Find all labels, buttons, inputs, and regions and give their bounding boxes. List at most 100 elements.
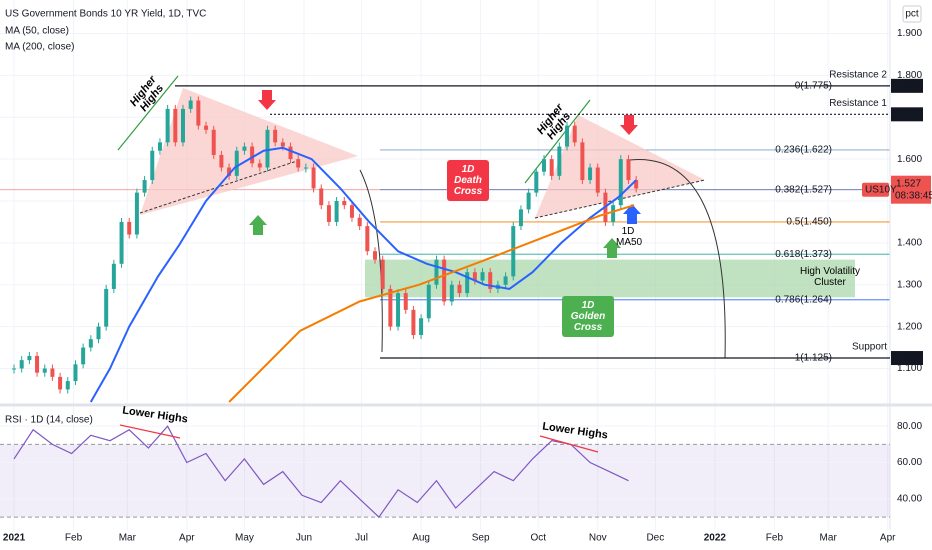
annotation: 1D Golden Cross [562, 296, 614, 337]
x-tick-label: Oct [530, 533, 546, 544]
candle [96, 326, 101, 340]
price-tag [891, 78, 923, 93]
down-arrow [620, 115, 638, 135]
candle [449, 284, 454, 302]
price-tag-label: 1.125 [895, 353, 920, 364]
x-tick-label: 2022 [704, 533, 727, 544]
y-tick-label: 1.200 [897, 321, 922, 332]
candle [204, 125, 209, 130]
level-name: Resistance 2 [829, 69, 887, 80]
candle [342, 201, 347, 206]
fib-label: 0.236(1.622) [775, 145, 832, 156]
candle [127, 221, 132, 235]
x-tick-label: Feb [766, 533, 784, 544]
candle [580, 142, 585, 181]
candle [326, 205, 331, 222]
candle [365, 226, 370, 252]
symbol-label: US10Y [865, 184, 897, 195]
rsi-line [13, 425, 629, 519]
volatility-cluster [365, 259, 855, 298]
x-tick-label: Feb [65, 533, 83, 544]
x-tick-label: Apr [179, 533, 195, 544]
candle [565, 125, 570, 147]
candle [42, 368, 47, 373]
fib-label: 0.382(1.527) [775, 184, 832, 195]
candle [511, 226, 516, 277]
y-tick-label: 40.00 [897, 494, 922, 505]
candle [73, 364, 78, 382]
candle [88, 339, 93, 348]
candle [434, 259, 439, 285]
candle [27, 355, 32, 361]
candle [526, 192, 531, 210]
trend-arrow [117, 75, 179, 151]
price-tag-label: 1.707 [895, 109, 920, 120]
candle [227, 167, 232, 176]
candle [35, 355, 40, 373]
candle [180, 108, 185, 143]
candle [142, 180, 147, 193]
up-arrow [603, 238, 621, 258]
candle [388, 288, 393, 327]
x-tick-label: 2021 [3, 533, 26, 544]
triangle-pattern [140, 88, 358, 215]
candle [349, 205, 354, 218]
candle [442, 259, 447, 302]
price-tag [891, 351, 923, 366]
candle [280, 142, 285, 147]
up-arrow [623, 204, 641, 224]
candle [196, 100, 201, 126]
candle [134, 192, 139, 235]
candle [634, 180, 639, 189]
legend-entry: MA (50, close) [5, 26, 69, 37]
candle [19, 360, 24, 369]
unit-label: pct [905, 9, 919, 20]
candle [273, 129, 278, 143]
candle [426, 284, 431, 319]
candle [334, 201, 339, 222]
up-arrow [249, 215, 267, 235]
candle [50, 368, 55, 377]
y-tick-label: 1.300 [897, 279, 922, 290]
chart-title: US Government Bonds 10 YR Yield, 1D, TVC [5, 9, 206, 20]
x-tick-label: Aug [412, 533, 430, 544]
annotation: 1D Death Cross [447, 160, 489, 201]
candle [396, 293, 401, 327]
last-price-tag [891, 175, 931, 204]
y-tick-label: 1.600 [897, 154, 922, 165]
fib-label: 0.5(1.450) [786, 217, 832, 228]
y-tick-label: 1.100 [897, 363, 922, 374]
y-tick-label: 1.900 [897, 28, 922, 39]
candle [357, 217, 362, 227]
candle [234, 150, 239, 176]
x-tick-label: Nov [589, 533, 607, 544]
level-name: Support [852, 342, 887, 353]
x-tick-label: Apr [880, 533, 896, 544]
pane-title: RSI · 1D (14, close) [5, 415, 93, 426]
candle [173, 108, 178, 143]
rsi-band [0, 444, 890, 518]
ma-line [228, 204, 635, 403]
level-name: Resistance 1 [829, 98, 887, 109]
candle [626, 159, 631, 181]
y-tick-label: 60.00 [897, 457, 922, 468]
candle [411, 309, 416, 335]
candle [319, 188, 324, 206]
candle [373, 251, 378, 260]
countdown: 08:38:45 [895, 190, 932, 201]
candle [211, 129, 216, 155]
trend-arrow [539, 435, 599, 453]
candle [111, 263, 116, 289]
price-tag [891, 107, 923, 122]
fib-label: 0.618(1.373) [775, 249, 832, 260]
unit-badge [902, 5, 922, 23]
x-tick-label: Jun [296, 533, 312, 544]
legend-entry: MA (200, close) [5, 42, 74, 53]
x-tick-label: Sep [472, 533, 490, 544]
candle [58, 376, 63, 390]
candle [81, 347, 86, 365]
candle [465, 272, 470, 294]
candle [265, 129, 270, 168]
candle [503, 276, 508, 285]
